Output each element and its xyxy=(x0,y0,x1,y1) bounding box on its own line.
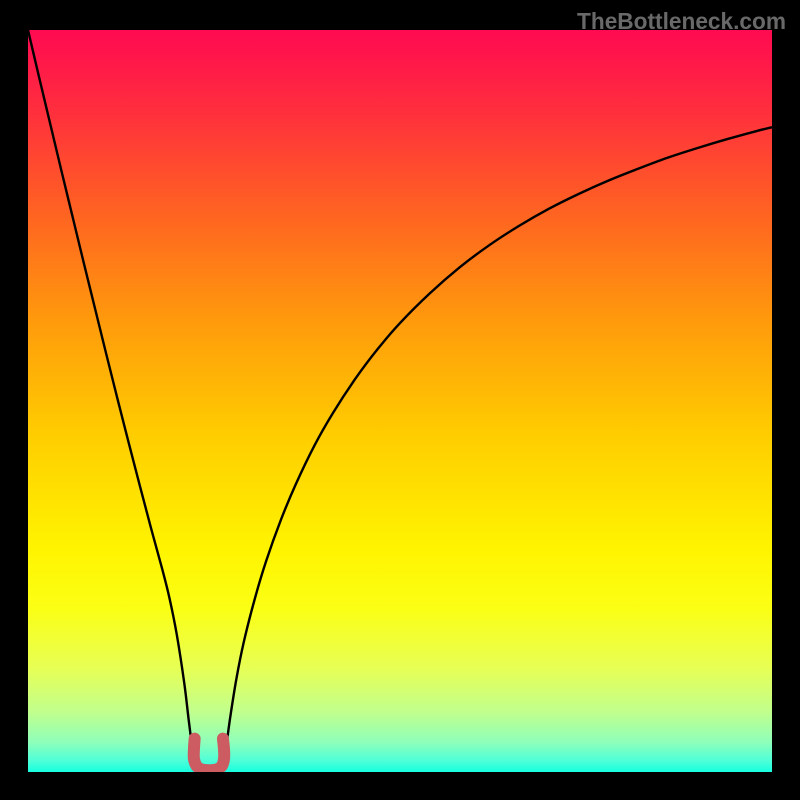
plot-area xyxy=(28,30,772,772)
watermark-text: TheBottleneck.com xyxy=(577,8,786,35)
gradient-background xyxy=(28,30,772,772)
plot-svg xyxy=(28,30,772,772)
chart-stage: TheBottleneck.com xyxy=(0,0,800,800)
